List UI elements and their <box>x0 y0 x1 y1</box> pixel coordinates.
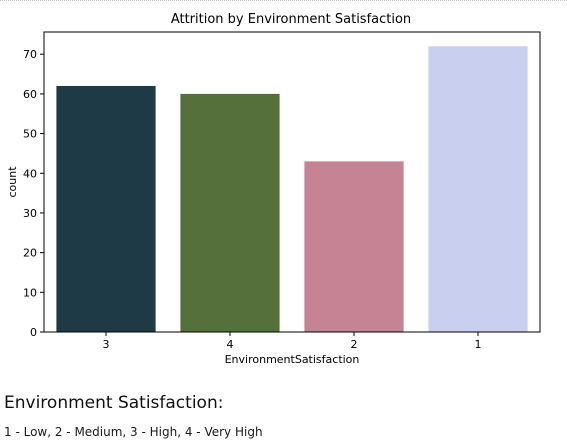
x-axis-label: EnvironmentSatisfaction <box>225 353 360 366</box>
y-tick-label: 50 <box>23 128 37 141</box>
x-tick-label: 1 <box>475 338 482 351</box>
bars <box>56 46 528 333</box>
y-tick-label: 30 <box>23 207 37 220</box>
y-axis-label: count <box>6 166 19 198</box>
x-axis: 3 4 2 1 <box>103 332 482 351</box>
bar-3 <box>56 85 156 332</box>
section-heading: Environment Satisfaction: <box>4 393 224 413</box>
y-axis: 0 10 20 30 40 50 60 70 <box>23 48 44 339</box>
plot-frame <box>43 31 541 333</box>
bar-chart: Attrition by Environment Satisfaction 0 1… <box>6 12 541 366</box>
y-tick-label: 70 <box>23 48 37 61</box>
bar-4 <box>180 93 280 333</box>
y-tick-label: 10 <box>23 286 37 299</box>
x-tick-label: 2 <box>351 338 358 351</box>
x-tick-label: 3 <box>103 338 110 351</box>
y-tick-label: 0 <box>30 326 37 339</box>
chart-title: Attrition by Environment Satisfaction <box>171 12 411 27</box>
bar-2 <box>304 161 404 332</box>
y-tick-label: 40 <box>23 167 37 180</box>
cell-separator <box>0 0 567 1</box>
y-tick-label: 20 <box>23 247 37 260</box>
bar-1 <box>428 46 528 333</box>
scale-legend-text: 1 - Low, 2 - Medium, 3 - High, 4 - Very … <box>4 425 263 439</box>
y-tick-label: 60 <box>23 88 37 101</box>
x-tick-label: 4 <box>227 338 234 351</box>
